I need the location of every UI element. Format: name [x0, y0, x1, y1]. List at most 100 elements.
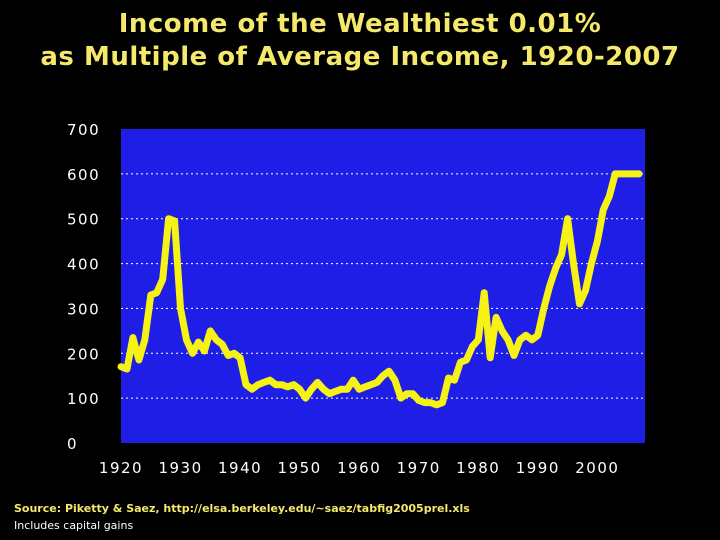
data-point-1944 — [261, 379, 267, 385]
data-point-1945 — [267, 377, 273, 383]
data-point-1981 — [481, 290, 487, 296]
x-tick-2000: 2000 — [575, 459, 619, 477]
data-point-1946 — [273, 382, 279, 388]
chart-title: Income of the Wealthiest 0.01% — [118, 9, 602, 39]
data-point-1962 — [368, 382, 374, 388]
data-point-1940 — [237, 355, 243, 361]
data-point-1925 — [148, 292, 154, 298]
data-point-1950 — [297, 386, 303, 392]
data-point-1963 — [374, 379, 380, 385]
x-tick-1950: 1950 — [278, 459, 322, 477]
x-axis-labels: 1920 1930 1940 1950 1960 1970 1980 1990 2000 — [99, 459, 619, 477]
y-tick-700: 700 — [67, 121, 100, 139]
chart-title-block: Income of the Wealthiest 0.01% as Multip… — [0, 8, 720, 74]
capital-gains-note: Includes capital gains — [14, 519, 134, 532]
data-point-1990 — [535, 332, 541, 338]
data-point-1989 — [529, 337, 535, 343]
data-point-1937 — [219, 341, 225, 347]
data-point-1992 — [547, 283, 553, 289]
data-point-1958 — [344, 386, 350, 392]
data-point-1952 — [309, 386, 315, 392]
data-point-1993 — [553, 265, 559, 271]
data-point-1969 — [410, 391, 416, 397]
data-point-1968 — [404, 391, 410, 397]
y-tick-600: 600 — [67, 166, 100, 184]
data-point-1942 — [249, 386, 255, 392]
data-point-1927 — [160, 276, 166, 282]
data-point-1977 — [457, 359, 463, 365]
series-group — [117, 170, 643, 409]
data-point-2006 — [630, 171, 636, 177]
x-tick-1920: 1920 — [99, 459, 143, 477]
data-point-1928 — [166, 216, 172, 222]
x-tick-1930: 1930 — [158, 459, 202, 477]
data-point-1996 — [571, 261, 577, 267]
data-point-1953 — [315, 379, 320, 385]
plot-area — [121, 129, 645, 443]
data-point-1930 — [178, 305, 184, 311]
data-point-1922 — [130, 335, 136, 341]
data-point-1948 — [285, 384, 291, 390]
data-point-1956 — [332, 388, 338, 394]
data-point-1957 — [338, 386, 344, 392]
data-point-1980 — [475, 337, 481, 343]
data-point-1966 — [392, 377, 398, 383]
data-point-1926 — [154, 290, 160, 296]
data-point-1931 — [184, 337, 189, 343]
x-tick-1960: 1960 — [337, 459, 381, 477]
series-line-0 — [117, 170, 643, 409]
data-point-1935 — [207, 328, 213, 334]
data-point-1985 — [505, 337, 511, 343]
data-point-1976 — [451, 377, 457, 383]
y-tick-200: 200 — [67, 345, 100, 363]
data-point-1947 — [279, 382, 285, 388]
data-point-1978 — [463, 357, 469, 363]
data-point-1941 — [243, 382, 249, 388]
data-point-1979 — [469, 344, 475, 350]
data-point-1921 — [124, 366, 130, 372]
data-point-1974 — [440, 400, 446, 406]
x-tick-1990: 1990 — [516, 459, 560, 477]
data-point-1995 — [565, 216, 571, 222]
data-point-1987 — [517, 337, 523, 343]
data-point-2001 — [600, 207, 606, 213]
data-point-2005 — [624, 171, 630, 177]
data-point-1960 — [356, 386, 362, 392]
y-tick-500: 500 — [67, 211, 100, 229]
data-point-1971 — [422, 400, 428, 406]
y-axis-labels: 0 100 200 300 400 500 600 700 — [67, 121, 100, 453]
data-point-1936 — [213, 337, 219, 343]
data-point-1955 — [326, 391, 332, 397]
data-point-1938 — [225, 353, 231, 359]
data-point-1982 — [487, 355, 493, 361]
data-point-2007 — [636, 171, 642, 177]
x-tick-1970: 1970 — [397, 459, 441, 477]
data-point-1961 — [362, 384, 368, 390]
chart-subtitle: as Multiple of Average Income, 1920-2007 — [40, 42, 680, 72]
data-point-1967 — [398, 395, 404, 401]
data-point-1973 — [434, 402, 440, 408]
data-point-1934 — [201, 348, 207, 354]
data-point-1954 — [320, 386, 326, 392]
data-point-1999 — [588, 261, 594, 267]
source-note: Source: Piketty & Saez, http://elsa.berk… — [14, 502, 470, 515]
data-point-1972 — [428, 400, 434, 406]
data-point-1998 — [582, 287, 588, 293]
data-point-1991 — [541, 305, 547, 311]
data-point-2003 — [612, 171, 618, 177]
data-point-1932 — [189, 350, 195, 356]
data-point-2002 — [606, 193, 612, 199]
data-point-1920 — [118, 364, 124, 370]
y-tick-400: 400 — [67, 256, 100, 274]
data-point-2000 — [594, 238, 600, 244]
data-point-1964 — [380, 373, 386, 379]
data-point-1975 — [446, 375, 451, 381]
data-point-1988 — [523, 332, 529, 338]
data-point-1984 — [499, 328, 505, 334]
data-point-1970 — [416, 397, 422, 403]
y-tick-300: 300 — [67, 300, 100, 318]
y-tick-0: 0 — [67, 435, 78, 453]
x-tick-1980: 1980 — [456, 459, 500, 477]
data-point-1923 — [136, 357, 142, 363]
